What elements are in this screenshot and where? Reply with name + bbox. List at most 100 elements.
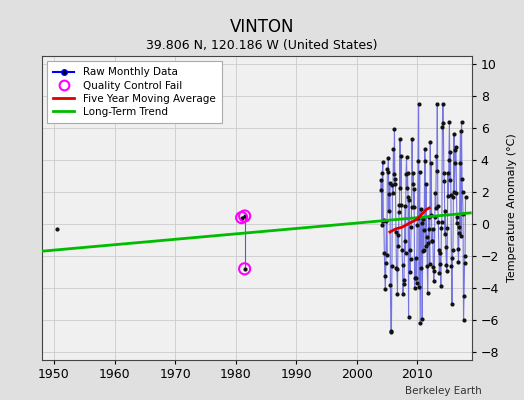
Point [407,256,415,262]
Point [396,185,405,192]
Point [436,249,444,256]
Point [438,218,446,225]
Point [440,178,449,184]
Point [414,101,423,107]
Point [416,169,424,175]
Point [406,247,414,254]
Point [241,213,249,219]
Point [424,240,432,246]
Point [402,171,410,177]
Point [412,280,421,286]
Text: Berkeley Earth: Berkeley Earth [406,386,482,396]
Point [455,224,464,230]
Point [461,194,470,200]
Point [384,168,392,175]
Point [434,203,442,209]
Point [434,218,442,225]
Point [425,261,434,267]
Point [241,213,249,219]
Point [400,238,409,244]
Point [413,215,422,221]
Point [420,146,429,152]
Point [438,124,446,130]
Point [386,180,394,187]
Point [387,328,395,334]
Point [439,101,447,107]
Point [435,270,443,276]
Point [427,212,435,218]
Point [420,226,429,233]
Point [411,275,420,282]
Point [392,265,401,271]
Point [241,266,249,272]
Point [449,194,457,200]
Point [241,266,249,272]
Point [397,152,405,159]
Point [380,217,388,224]
Point [461,260,469,266]
Point [425,226,433,232]
Point [405,197,413,204]
Point [457,233,465,239]
Point [391,181,399,187]
Point [458,176,466,183]
Point [435,261,444,267]
Text: VINTON: VINTON [230,18,294,36]
Point [397,202,406,208]
Point [447,301,456,307]
Point [406,269,414,276]
Point [383,166,391,172]
Point [444,193,453,200]
Point [428,238,436,244]
Point [403,185,411,192]
Point [459,211,467,218]
Point [414,158,422,164]
Point [432,153,441,159]
Point [392,229,400,236]
Point [407,203,416,210]
Text: 39.806 N, 120.186 W (United States): 39.806 N, 120.186 W (United States) [146,39,378,52]
Point [237,214,246,221]
Point [457,119,466,126]
Point [394,232,402,238]
Point [431,190,440,196]
Point [443,225,452,232]
Point [434,247,443,254]
Point [386,282,395,288]
Point [429,225,437,232]
Point [454,259,463,265]
Point [390,126,399,132]
Point [450,130,458,137]
Point [444,170,452,176]
Point [423,290,432,296]
Point [408,181,417,187]
Point [387,329,396,335]
Point [452,190,461,196]
Point [440,170,448,176]
Point [380,273,389,279]
Point [407,224,416,230]
Point [388,263,396,270]
Point [390,170,398,177]
Point [377,177,386,183]
Point [454,246,462,252]
Point [404,194,412,200]
Point [419,248,427,254]
Point [441,231,449,237]
Point [409,170,417,177]
Point [446,177,454,184]
Point [439,120,447,126]
Point [418,316,427,322]
Point [378,221,386,228]
Point [381,285,389,292]
Point [410,186,418,192]
Legend: Raw Monthly Data, Quality Control Fail, Five Year Moving Average, Long-Term Tren: Raw Monthly Data, Quality Control Fail, … [47,61,222,123]
Point [422,234,431,240]
Point [409,204,418,210]
Point [452,144,460,150]
Point [436,283,445,290]
Point [237,214,246,221]
Point [453,220,461,226]
Point [395,202,403,208]
Point [419,216,428,222]
